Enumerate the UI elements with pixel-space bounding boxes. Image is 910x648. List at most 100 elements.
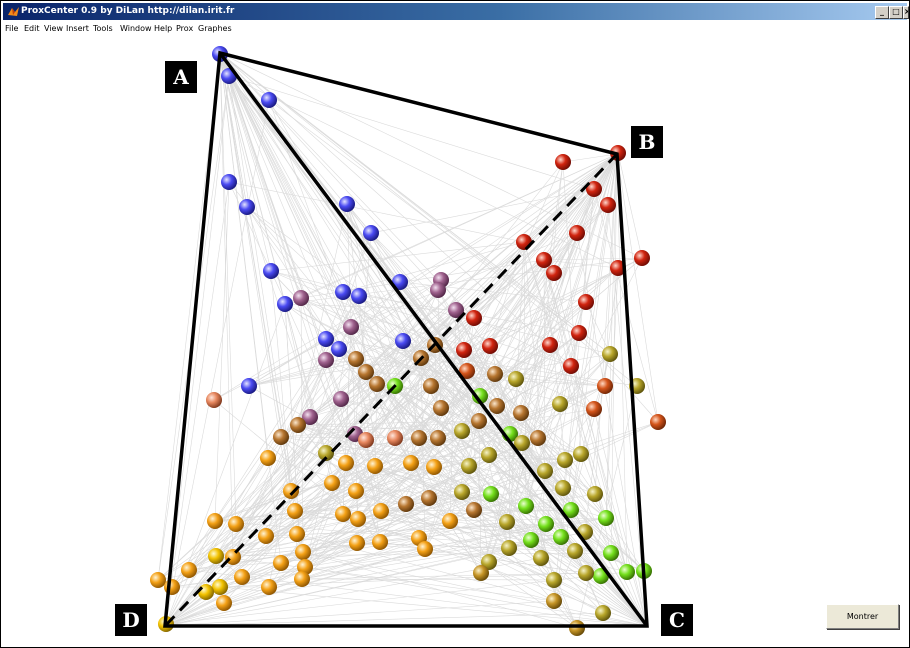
graph-node[interactable]	[335, 506, 351, 522]
graph-node[interactable]	[350, 511, 366, 527]
graph-node[interactable]	[538, 516, 554, 532]
graph-node[interactable]	[569, 225, 585, 241]
maximize-button[interactable]: □	[889, 6, 903, 19]
menu-edit[interactable]: Edit	[24, 24, 40, 33]
menu-help[interactable]: Help	[154, 24, 173, 33]
graph-node[interactable]	[578, 294, 594, 310]
graph-node[interactable]	[373, 503, 389, 519]
menu-prox[interactable]: Prox	[176, 24, 194, 33]
graph-node[interactable]	[239, 199, 255, 215]
graph-node[interactable]	[417, 541, 433, 557]
graph-node[interactable]	[430, 430, 446, 446]
graph-node[interactable]	[335, 284, 351, 300]
graph-node[interactable]	[363, 225, 379, 241]
close-button[interactable]: ×	[903, 6, 909, 19]
graph-node[interactable]	[324, 475, 340, 491]
graph-node[interactable]	[471, 413, 487, 429]
menu-file[interactable]: File	[5, 24, 19, 33]
graph-node[interactable]	[466, 502, 482, 518]
graph-node[interactable]	[206, 392, 222, 408]
graph-node[interactable]	[395, 333, 411, 349]
graph-node[interactable]	[557, 452, 573, 468]
graph-node[interactable]	[499, 514, 515, 530]
graph-node[interactable]	[542, 337, 558, 353]
graph-node[interactable]	[553, 529, 569, 545]
graph-node[interactable]	[516, 234, 532, 250]
graph-node[interactable]	[518, 498, 534, 514]
graph-node[interactable]	[411, 430, 427, 446]
graph-node[interactable]	[349, 535, 365, 551]
graph-node[interactable]	[454, 423, 470, 439]
graph-node[interactable]	[164, 579, 180, 595]
graph-node[interactable]	[423, 378, 439, 394]
graph-node[interactable]	[426, 459, 442, 475]
graph-node[interactable]	[448, 302, 464, 318]
graph-node[interactable]	[501, 540, 517, 556]
graph-node[interactable]	[481, 554, 497, 570]
graph-node[interactable]	[295, 544, 311, 560]
graph-node[interactable]	[513, 405, 529, 421]
graph-node[interactable]	[212, 579, 228, 595]
graph-node[interactable]	[372, 534, 388, 550]
graph-node[interactable]	[261, 579, 277, 595]
menu-tools[interactable]: Tools	[93, 24, 113, 33]
graph-node[interactable]	[387, 430, 403, 446]
graph-node[interactable]	[489, 398, 505, 414]
graph-node[interactable]	[514, 435, 530, 451]
graph-node[interactable]	[261, 92, 277, 108]
graph-node[interactable]	[533, 550, 549, 566]
graph-node[interactable]	[273, 555, 289, 571]
graph-node[interactable]	[421, 490, 437, 506]
graph-node[interactable]	[333, 391, 349, 407]
graph-node[interactable]	[523, 532, 539, 548]
menu-insert[interactable]: Insert	[66, 24, 89, 33]
graph-node[interactable]	[555, 480, 571, 496]
graph-node[interactable]	[228, 516, 244, 532]
graph-node[interactable]	[260, 450, 276, 466]
graph-node[interactable]	[273, 429, 289, 445]
graph-node[interactable]	[598, 510, 614, 526]
graph-node[interactable]	[508, 371, 524, 387]
graph-node[interactable]	[318, 445, 334, 461]
menu-view[interactable]: View	[44, 24, 63, 33]
graph-node[interactable]	[563, 502, 579, 518]
graph-node[interactable]	[433, 400, 449, 416]
menu-window[interactable]: Window	[120, 24, 152, 33]
graph-node[interactable]	[258, 528, 274, 544]
graph-node[interactable]	[277, 296, 293, 312]
graph-node[interactable]	[603, 545, 619, 561]
graph-node[interactable]	[208, 548, 224, 564]
graph-node[interactable]	[634, 250, 650, 266]
graph-node[interactable]	[207, 513, 223, 529]
graph-node[interactable]	[339, 196, 355, 212]
graph-node[interactable]	[367, 458, 383, 474]
graph-node[interactable]	[586, 401, 602, 417]
graph-node[interactable]	[567, 543, 583, 559]
graph-node[interactable]	[619, 564, 635, 580]
graph-node[interactable]	[348, 483, 364, 499]
graph-node[interactable]	[483, 486, 499, 502]
graph-node[interactable]	[586, 181, 602, 197]
graph-node[interactable]	[392, 274, 408, 290]
graph-node[interactable]	[578, 565, 594, 581]
title-bar[interactable]: ProxCenter 0.9 by DiLan http://dilan.iri…	[3, 3, 909, 20]
graph-node[interactable]	[290, 417, 306, 433]
graph-node[interactable]	[595, 605, 611, 621]
graph-node[interactable]	[348, 351, 364, 367]
graph-node[interactable]	[338, 455, 354, 471]
graph-node[interactable]	[403, 455, 419, 471]
graph-node[interactable]	[563, 358, 579, 374]
graph-node[interactable]	[459, 363, 475, 379]
graph-node[interactable]	[358, 432, 374, 448]
graph-node[interactable]	[181, 562, 197, 578]
graph-node[interactable]	[289, 526, 305, 542]
graph-node[interactable]	[461, 458, 477, 474]
graph-node[interactable]	[536, 252, 552, 268]
graph-node[interactable]	[552, 396, 568, 412]
minimize-button[interactable]: _	[875, 6, 889, 19]
graph-node[interactable]	[302, 409, 318, 425]
graph-node[interactable]	[287, 503, 303, 519]
graph-node[interactable]	[369, 376, 385, 392]
graph-node[interactable]	[537, 463, 553, 479]
